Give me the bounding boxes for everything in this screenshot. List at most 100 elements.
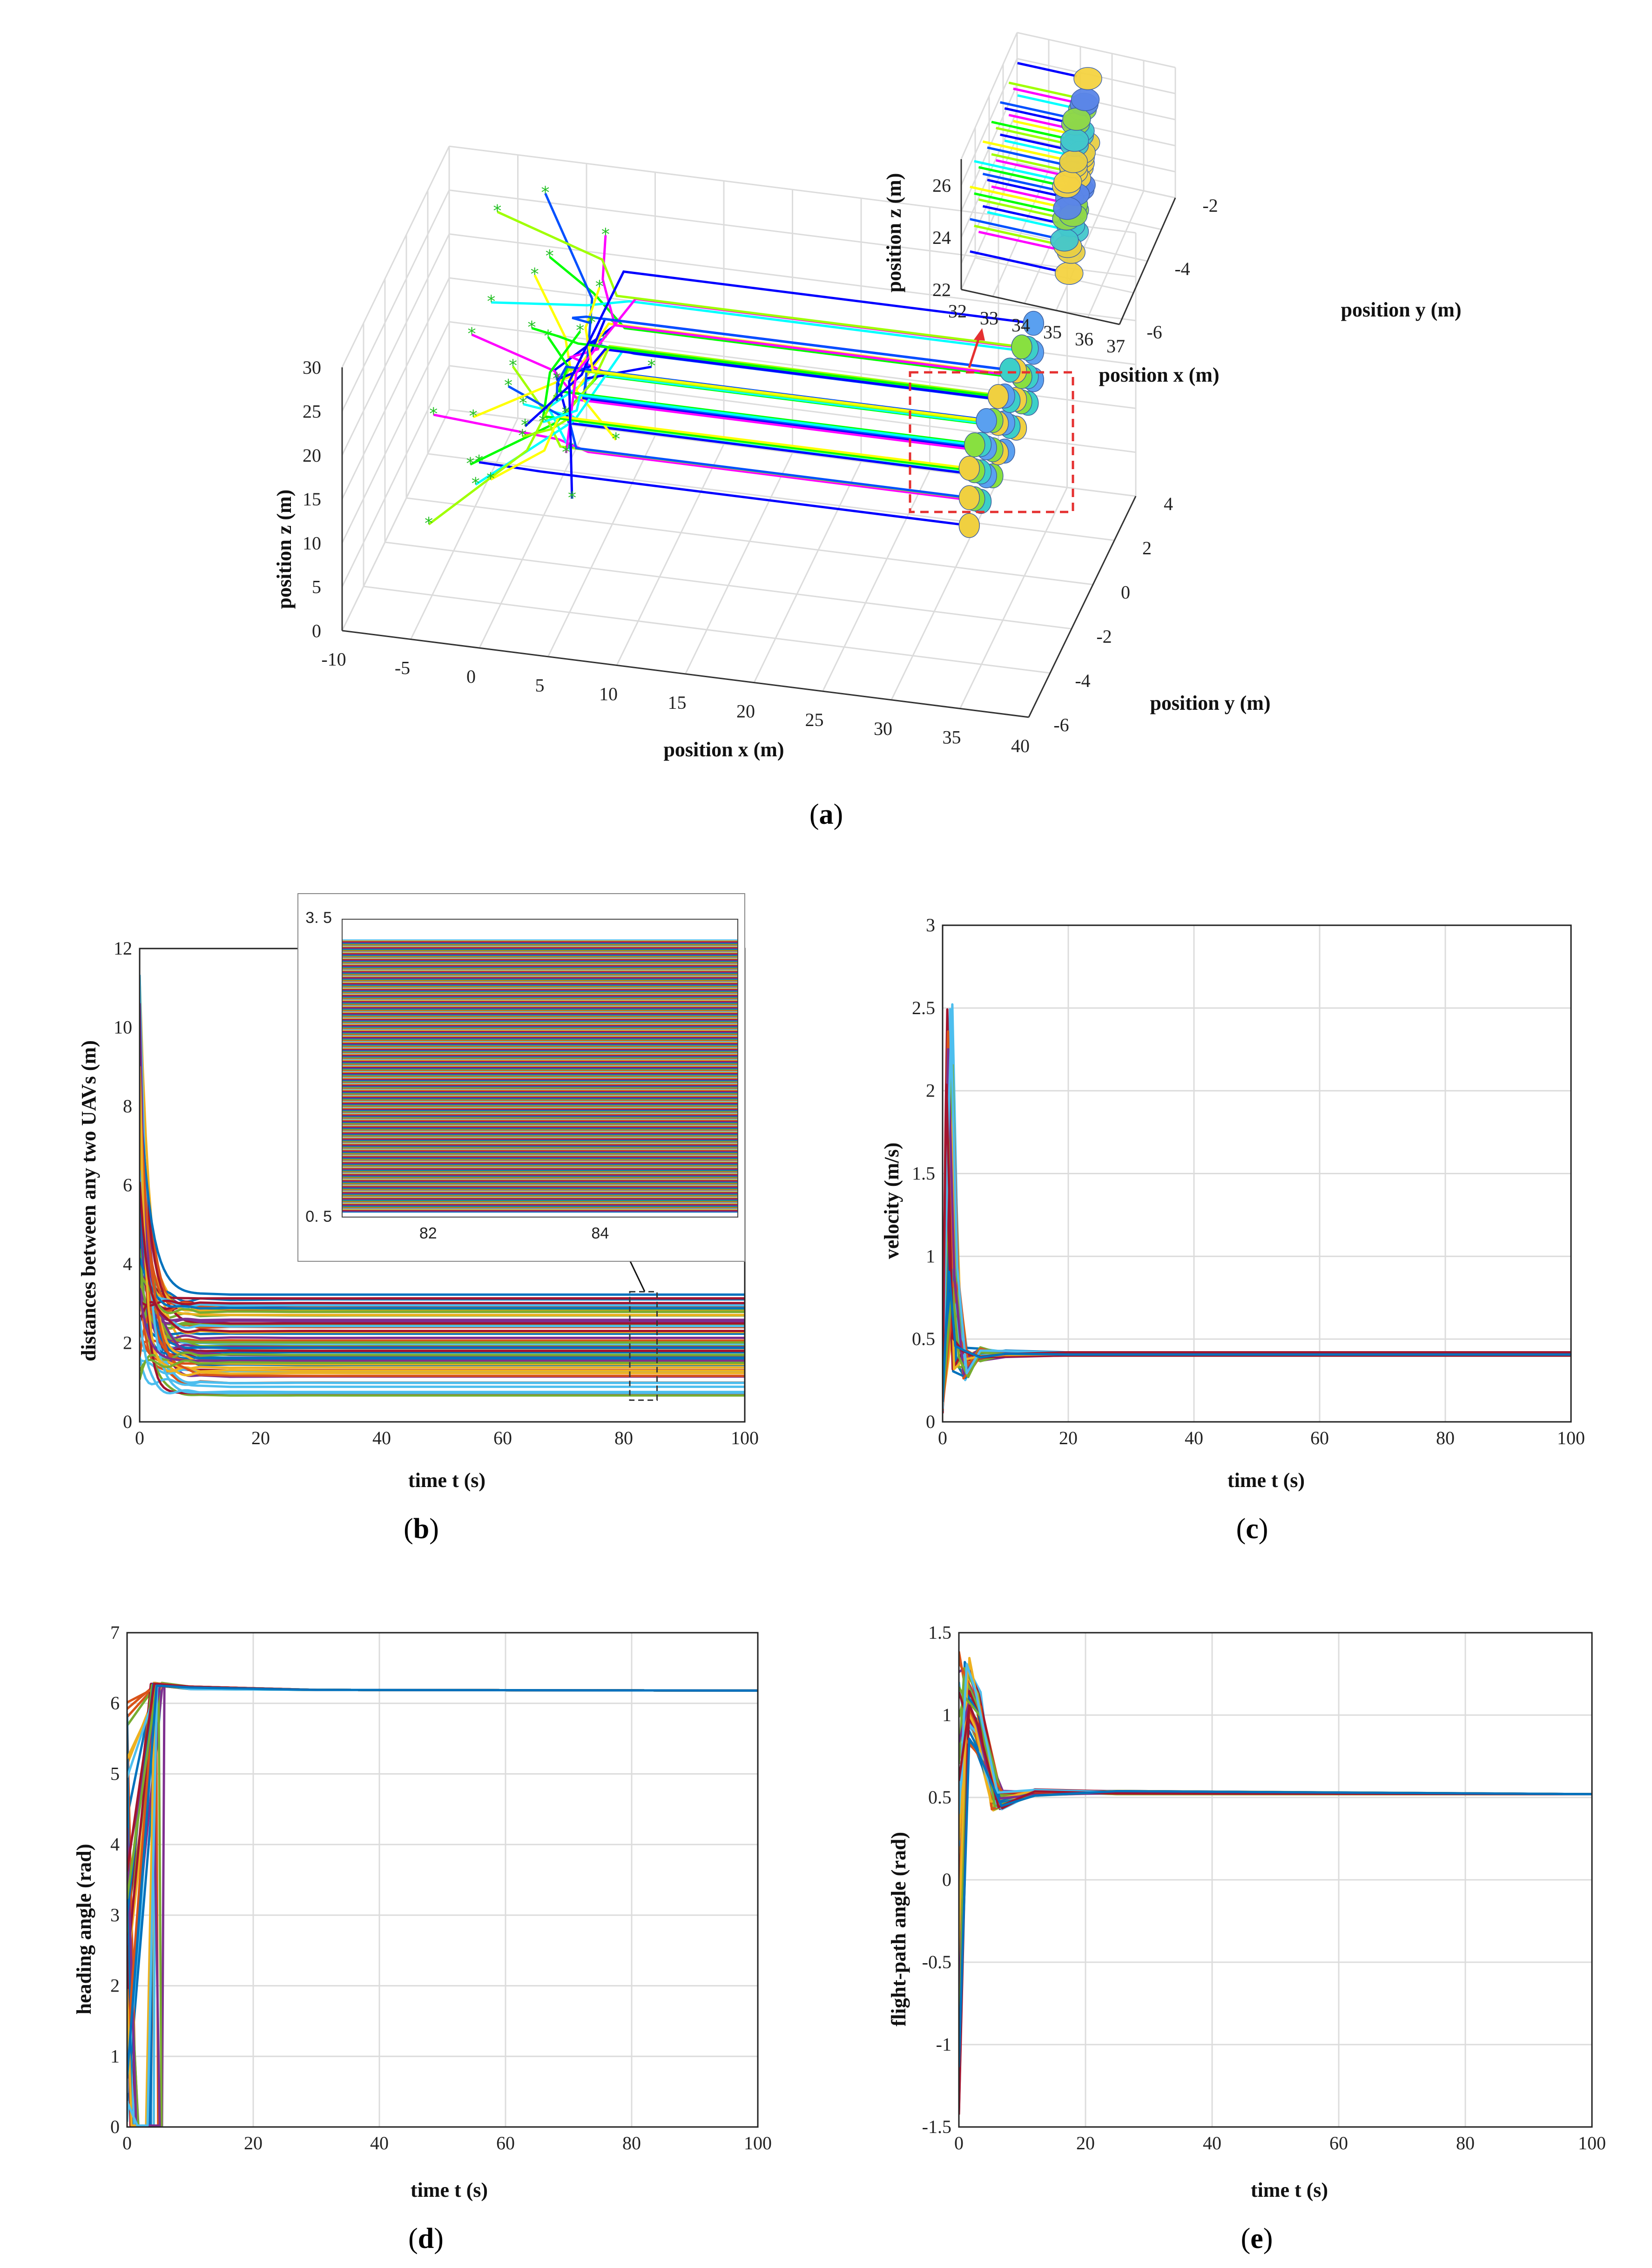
a-axis: [342, 630, 1029, 718]
a-start-marker: *: [486, 469, 495, 488]
series-line: [943, 1271, 1571, 1402]
y-tick-label: 3: [926, 915, 935, 935]
y-tick-label: 0: [110, 2116, 120, 2137]
a-ylabel: position y (m): [1150, 692, 1270, 714]
a-gridline: [890, 478, 999, 700]
series-line: [127, 1684, 758, 2079]
series-line: [140, 1197, 745, 1360]
a-trajectories: ********** *********************** ***: [425, 183, 1027, 533]
y-tick-label: 1.5: [928, 1622, 951, 1643]
a-xtick: 30: [874, 718, 892, 739]
x-tick-label: 20: [244, 2133, 263, 2154]
series-group: [959, 1651, 1592, 2115]
panel-c-velocity: 0 20 40 60 80 100 0 0.5 1 1.5 2 2.5 3 time t (s) vel…: [880, 915, 1585, 1545]
a-inset-trajectory: [1008, 81, 1075, 99]
x-tick-label: 60: [1310, 1427, 1329, 1448]
a-trajectory: [531, 327, 991, 397]
a-inset-trajectory: [1000, 133, 1071, 151]
a-xtick: 20: [736, 701, 755, 722]
a-start-marker: *: [466, 454, 474, 473]
a-inset-trajectory: [978, 230, 1060, 251]
a-xtick: 35: [943, 727, 961, 747]
a-gridline: [384, 541, 1072, 630]
a-uav-disc: [964, 432, 985, 458]
a-gridline: [406, 497, 1093, 586]
a-start-marker: *: [562, 443, 570, 462]
a-start-marker: *: [568, 489, 576, 508]
a-gridline: [341, 409, 450, 631]
a-inset-trajectory: [978, 166, 1056, 186]
a-trajectory: [507, 385, 963, 498]
a-formation-discs: [958, 310, 1044, 538]
y-tick-label: 1: [110, 2046, 120, 2066]
a-ytick: 4: [1164, 493, 1173, 514]
a-start-marker: *: [544, 327, 552, 346]
zoom-arrow: [968, 335, 981, 368]
a-trajectory: [549, 256, 1027, 380]
a-gridline: [341, 234, 450, 456]
a-zlabel: position z (m): [273, 490, 296, 609]
a-inset-gridline: [1017, 136, 1176, 173]
y-tick-label: 8: [123, 1096, 132, 1117]
a-start-marker: *: [493, 202, 501, 221]
x-tick-label: 0: [122, 2133, 132, 2154]
a-uav-disc: [976, 408, 997, 433]
a-inset-xtick: 35: [1043, 322, 1062, 343]
a-start-marker: *: [509, 356, 517, 375]
a-gridline: [363, 586, 1051, 674]
a-ytick: 0: [1121, 582, 1130, 603]
y-tick-label: 0: [123, 1411, 132, 1432]
a-inset-gridline: [960, 58, 1018, 186]
series-line: [959, 1737, 1592, 2067]
y-tick-label: 0.5: [912, 1328, 935, 1349]
a-trajectory: [497, 210, 1015, 347]
a-gridline: [341, 321, 450, 544]
a-inset-uav-disc: [1073, 67, 1102, 90]
a-inset-uav-disc: [1050, 228, 1079, 252]
panel-a-label: (a): [809, 799, 843, 830]
a-inset-trajectory: [982, 205, 1060, 224]
a-trajectory: [542, 330, 968, 471]
y-tick-label: 1: [926, 1245, 935, 1266]
d-xlabel: time t (s): [411, 2179, 488, 2201]
a-xtick: 5: [535, 675, 545, 696]
y-tick-label: -1: [936, 2034, 951, 2055]
a-gridline: [959, 487, 1068, 709]
panel-c-label: (c): [1236, 1513, 1268, 1545]
b-inset-ytick: 0. 5: [305, 1208, 332, 1225]
a-inset-gridline: [1017, 162, 1176, 199]
a-gridline: [341, 146, 450, 368]
e-plot-area: 0 20 40 60 80 100 -1.5 -1 -0.5 0 0.5 1 1.5: [922, 1622, 1606, 2154]
a-ytick: -2: [1096, 626, 1112, 647]
a-inset-trajectory: [974, 192, 1063, 214]
a-inset-trajectory: [1013, 87, 1073, 103]
series-line: [140, 1248, 745, 1397]
c-ylabel: velocity (m/s): [880, 1143, 903, 1259]
a-inset-gridline: [960, 32, 1018, 160]
series-group: [943, 1003, 1571, 1413]
b-inset-ytick: 3. 5: [305, 909, 332, 927]
x-tick-label: 80: [614, 1427, 633, 1448]
x-tick-label: 80: [622, 2133, 641, 2154]
a-inset-trajectory: [991, 121, 1064, 139]
y-tick-label: 6: [123, 1175, 132, 1196]
y-tick-label: 12: [114, 938, 132, 959]
a-trajectory: [547, 336, 975, 445]
a-xtick: 0: [466, 666, 476, 687]
a-inset-uav-disc: [1059, 150, 1088, 173]
a-start-marker: *: [527, 318, 536, 337]
a-inset-gridline: [1017, 32, 1176, 68]
d-plot-area: 0 20 40 60 80 100 0 1 2 3 4 5 6 7: [110, 1622, 772, 2154]
y-tick-label: -1.5: [922, 2116, 951, 2137]
a-gridline: [616, 444, 725, 666]
a-start-marker: *: [521, 416, 529, 435]
series-line: [140, 1258, 745, 1310]
b-xlabel: time t (s): [408, 1469, 485, 1492]
a-start-marker: *: [587, 313, 596, 332]
a-uav-disc: [958, 456, 980, 481]
series-line: [140, 1086, 745, 1296]
a-gridline: [341, 189, 450, 412]
a-start-marker: *: [576, 321, 584, 340]
a-inset-trajectory: [1013, 120, 1069, 135]
panel-d-heading: 0 20 40 60 80 100 0 1 2 3 4 5 6 7 time t (s) heading …: [73, 1622, 772, 2255]
